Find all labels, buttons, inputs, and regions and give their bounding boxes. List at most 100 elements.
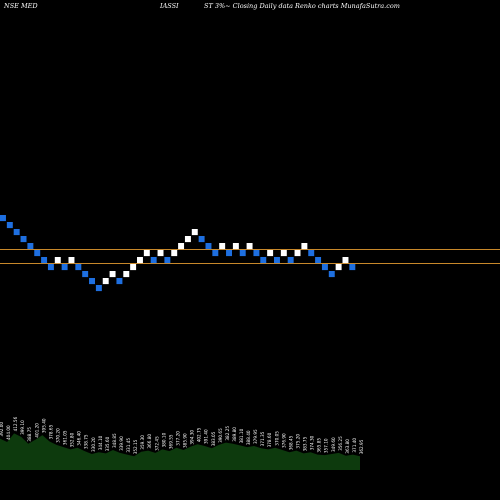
volume-label: 370.20 (56, 428, 61, 443)
volume-label: 356.25 (338, 436, 343, 451)
volume-label: 378.65 (48, 424, 53, 439)
volume-label: 385.90 (183, 433, 188, 448)
volume-label: 395.40 (41, 418, 46, 433)
volume-label: 349.60 (331, 437, 336, 452)
volume-label: 363.80 (345, 439, 350, 454)
volume-label: 402.75 (197, 427, 202, 442)
volume-label: 352.80 (70, 432, 75, 447)
volume-label: 389.80 (232, 427, 237, 442)
renko-brick-up (123, 271, 130, 278)
volume-label: 391.40 (204, 429, 209, 444)
renko-brick-up (335, 264, 342, 271)
renko-brick-down (212, 250, 219, 257)
renko-brick-up (232, 243, 239, 250)
volume-label: 388.40 (246, 430, 251, 445)
chart-title-right: ST 3%~ Closing Daily data Renko charts M… (204, 2, 400, 10)
renko-brick-up (178, 243, 185, 250)
renko-brick-up (143, 250, 150, 257)
volume-label: 394.30 (190, 430, 195, 445)
renko-brick-down (328, 271, 335, 278)
renko-brick-up (267, 250, 274, 257)
renko-brick-up (130, 264, 137, 271)
volume-area-path (0, 433, 360, 470)
renko-brick-down (274, 257, 280, 264)
volume-label: 365.85 (317, 438, 322, 453)
renko-brick-up (219, 243, 226, 250)
renko-brick-down (75, 264, 82, 271)
volume-label: 357.10 (324, 438, 329, 453)
volume-label: 359.30 (140, 435, 145, 450)
renko-brick-down (260, 257, 267, 264)
volume-label: 374.30 (310, 435, 315, 450)
renko-brick-down (27, 243, 34, 250)
volume-area (0, 433, 360, 470)
renko-brick-down (321, 264, 328, 271)
volume-label: 339.90 (119, 436, 124, 451)
renko-brick-down (164, 257, 171, 264)
volume-label: 371.40 (352, 438, 357, 453)
renko-brick-up (294, 250, 301, 257)
volume-label: 352.15 (133, 439, 138, 454)
volume-label: 377.20 (176, 431, 181, 446)
chart-title-left: NSE MED (4, 2, 38, 10)
renko-brick-down (82, 271, 89, 278)
renko-brick-up (184, 236, 191, 243)
renko-brick-down (34, 250, 41, 257)
volume-label: 369.55 (168, 434, 173, 449)
renko-brick-down (315, 257, 322, 264)
renko-brick-up (54, 257, 61, 264)
renko-brick-down (239, 250, 246, 257)
volume-label: 362.95 (359, 439, 364, 454)
renko-brick-down (287, 257, 294, 264)
volume-label: 338.75 (84, 434, 89, 449)
renko-brick-up (68, 257, 75, 264)
renko-brick-down (6, 222, 13, 229)
volume-label: 372.45 (154, 436, 159, 451)
volume-label: 390.65 (218, 428, 223, 443)
reference-lines (0, 249, 500, 264)
renko-brick-up (157, 250, 164, 257)
volume-label: 371.35 (260, 431, 265, 446)
volume-label: 375.20 (296, 434, 301, 449)
volume-label: 399.10 (20, 420, 25, 435)
volume-label: 404.00 (6, 425, 11, 440)
renko-brick-up (171, 250, 178, 257)
renko-brick-down (150, 257, 157, 264)
renko-brick-up (109, 271, 116, 278)
renko-brick-down (226, 250, 232, 257)
volume-label: 378.60 (267, 432, 272, 447)
renko-brick-down (349, 264, 356, 271)
renko-bricks (0, 215, 356, 292)
volume-label: 348.85 (112, 433, 117, 448)
volume-label: 346.40 (77, 431, 82, 446)
volume-label: 370.05 (274, 431, 279, 446)
renko-brick-up (301, 243, 308, 250)
renko-brick-down (89, 278, 95, 285)
volume-label: 412.56 (13, 416, 18, 431)
volume-label: 381.10 (239, 428, 244, 443)
renko-brick-down (20, 236, 27, 243)
volume-label: 331.45 (126, 438, 131, 453)
volume-label: 376.90 (281, 433, 286, 448)
volume-label: 335.60 (105, 436, 110, 451)
renko-brick-down (253, 250, 260, 257)
renko-brick-down (198, 236, 205, 243)
renko-brick-up (102, 278, 109, 285)
volume-label: 383.05 (211, 431, 216, 446)
renko-brick-down (47, 264, 54, 271)
volume-label: 379.95 (253, 429, 258, 444)
renko-brick-down (0, 215, 6, 222)
volume-label: 368.45 (288, 435, 293, 450)
renko-brick-down (61, 264, 68, 271)
volume-label: 401.20 (34, 423, 39, 438)
volume-label: 392.00 (0, 422, 4, 437)
volume-label: 330.20 (91, 437, 96, 452)
renko-brick-up (246, 243, 253, 250)
renko-brick-down (205, 243, 212, 250)
volume-label: 361.05 (63, 430, 68, 445)
renko-brick-up (342, 257, 349, 264)
renko-brick-down (41, 257, 48, 264)
volume-label: 388.75 (27, 427, 32, 442)
